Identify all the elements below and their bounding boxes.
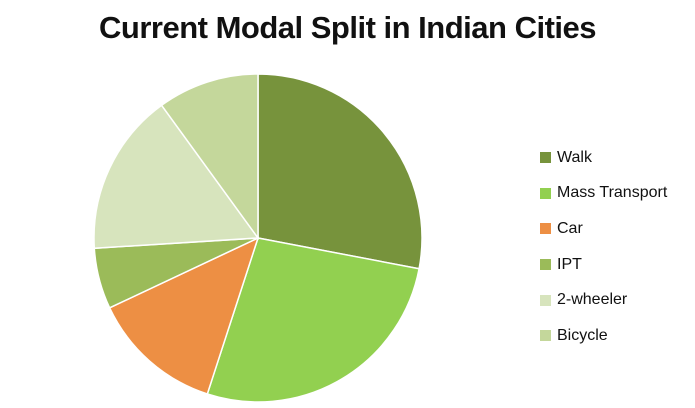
legend-item-bicycle: Bicycle [540,318,667,354]
legend-swatch-2-wheeler [540,294,551,306]
legend-label-walk: Walk [557,148,592,166]
legend-swatch-ipt [540,259,551,271]
legend-label-car: Car [557,219,583,237]
legend-label-2-wheeler: 2-wheeler [557,291,628,309]
pie-slice-bicycle [160,73,259,241]
pie-slice-walk [257,73,423,270]
legend-swatch-walk [540,152,551,164]
pie-slice-2-wheeler [93,104,260,250]
legend-item-mass-transport: Mass Transport [540,176,667,212]
legend: Walk Mass Transport Car IPT 2-wheeler Bicycle [540,140,667,354]
pie-slice-car [108,236,260,395]
legend-swatch-car [540,223,551,235]
legend-swatch-bicycle [540,330,551,342]
legend-item-ipt: IPT [540,247,667,283]
chart-title: Current Modal Split in Indian Cities [99,10,596,45]
legend-label-mass-transport: Mass Transport [557,184,668,202]
legend-swatch-mass-transport [540,187,551,199]
legend-item-walk: Walk [540,140,667,176]
legend-item-2-wheeler: 2-wheeler [540,282,667,318]
legend-label-ipt: IPT [557,255,582,273]
legend-label-bicycle: Bicycle [557,326,608,344]
legend-item-car: Car [540,211,667,247]
pie-slice-mass-transport [206,237,420,403]
